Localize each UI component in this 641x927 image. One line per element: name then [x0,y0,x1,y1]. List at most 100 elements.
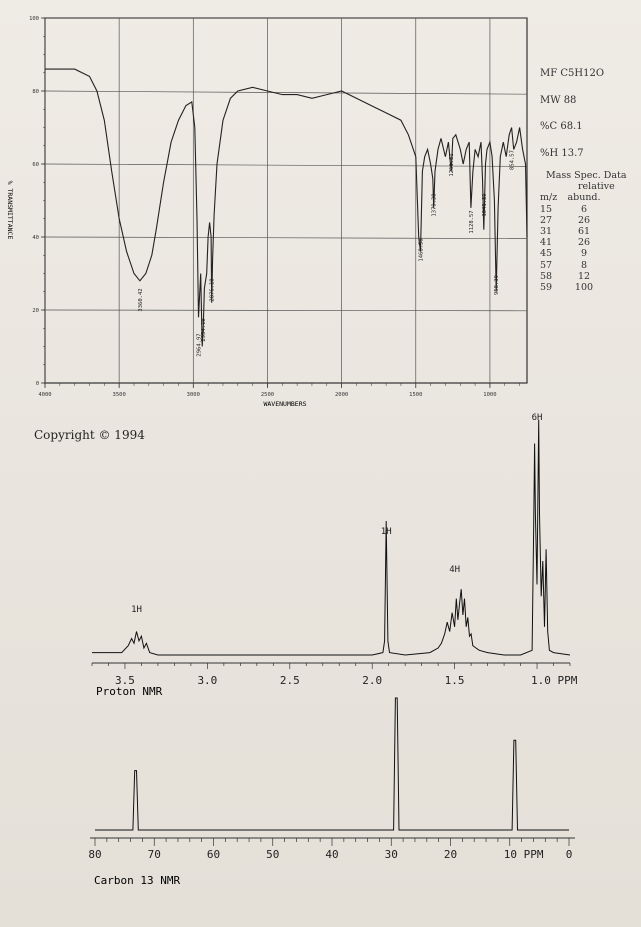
mass-spec-rows: 15 6 27 26 31 61 41 26 45 9 57 8 58 12 59 100 [540,204,627,294]
ir-y-tick-label: 60 [32,162,39,168]
ir-plot-frame [44,17,528,384]
ir-x-axis-label: WAVENUMBERS [263,400,306,408]
ir-grid-hline [44,236,528,239]
hnmr-integration-label: 1H [131,605,142,615]
hnmr-series-line [92,419,571,656]
hnmr-integrations: 1H 1H 4H 6H [131,413,542,615]
ir-x-tick-label: 2000 [335,392,348,398]
ms-abund: 12 [577,270,591,282]
mass-spec-row: 41 26 [540,237,627,248]
cnmr-tick-label: 30 [385,848,398,861]
ir-x-tick-label: 3500 [113,392,126,398]
mass-spec-table: Mass Spec. Data relative m/z abund. 15 6 … [540,170,627,293]
ir-y-tick-label: 0 [36,381,39,387]
ir-x-tick-label: 4000 [38,392,51,398]
ms-mz: 58 [540,270,553,282]
ir-peak-label: 2964.97 [197,333,203,356]
ir-peak-label: 1041.89 [482,193,488,216]
cnmr-tick-label: 60 [207,848,220,861]
cnmr-tick-label: 20 [444,848,457,861]
ms-mz: 41 [540,237,553,249]
ir-y-tick-label: 40 [32,235,39,241]
ir-grid [44,17,528,383]
hnmr-caption: Proton NMR [96,685,163,698]
ir-peak-label: 958.39 [494,275,500,295]
molecular-weight: MW 88 [540,95,577,106]
ir-x-tick-label: 3000 [187,392,200,398]
ms-abund: 61 [577,226,591,238]
hnmr-ticks: 3.5 3.0 2.5 2.0 1.5 1.0 PPM [91,663,578,687]
ir-spectrum: 100 80 60 40 20 0 4000 3500 3000 2500 2000 1500 100… [6,16,528,408]
ir-grid-hline [44,309,528,312]
ir-peak-label: 1379.38 [432,193,438,216]
ms-mz: 59 [540,282,553,294]
ir-peak-label: 1468.58 [419,238,425,261]
mass-spec-row: 45 9 [540,248,627,259]
ms-abund: 26 [577,237,591,249]
ir-y-tick-label: 100 [29,16,39,22]
cnmr-tick-label: 70 [148,848,161,861]
ms-mz: 15 [540,203,553,215]
cnmr-tick-label: 50 [266,848,279,861]
proton-nmr-spectrum: 3.5 3.0 2.5 2.0 1.5 1.0 PPM 1H 1H 4H 6H Proton N… [91,413,578,698]
ms-abund: 6 [580,203,588,215]
hnmr-integration-label: 4H [449,565,460,575]
ir-y-axis-label: % TRANSMITTANCE [6,181,14,240]
mass-spec-row: 27 26 [540,215,627,226]
ir-x-tick-label: 1500 [409,392,422,398]
ir-peak-label: 854.57 [510,150,516,170]
ir-peak-label: 1261.61 [449,153,455,176]
hnmr-tick-label: 1.0 PPM [531,674,578,687]
mass-spec-row: 57 8 [540,260,627,271]
cnmr-ticks: 80 70 60 50 40 30 20 10 PPM 0 [88,838,572,861]
ms-mz: 57 [540,259,553,271]
ir-x-tick-label: 1000 [483,392,496,398]
hnmr-tick-label: 3.0 [197,674,217,687]
mass-spec-row: 15 6 [540,204,627,215]
hnmr-tick-label: 1.5 [445,674,465,687]
mass-spec-row: 59 100 [540,282,627,293]
ir-x-tick-label: 2500 [261,392,274,398]
ir-grid-hline [44,90,528,95]
ir-peak-label: 2876.18 [210,278,216,301]
ir-peak-label: 1128.57 [469,210,475,233]
cnmr-tick-label: 10 PPM [504,848,544,861]
ms-mz: 27 [540,214,553,226]
percent-hydrogen: %H 13.7 [540,148,584,159]
mass-spec-row: 58 12 [540,271,627,282]
ms-abund: 100 [574,282,594,294]
carbon-nmr-spectrum: 80 70 60 50 40 30 20 10 PPM 0 Carbon 13 NMR [88,697,575,887]
mass-spec-header: m/z abund. [540,192,627,203]
ir-y-ticks: 100 80 60 40 20 0 [29,16,45,387]
ir-y-tick-label: 80 [32,89,39,95]
hnmr-tick-label: 2.0 [362,674,382,687]
mass-spec-row: 31 61 [540,226,627,237]
ms-abund: 8 [580,259,588,271]
mass-spec-header-mz: m/z [540,192,558,204]
mass-spec-header-abund: abund. [567,192,601,204]
percent-carbon: %C 68.1 [540,121,583,132]
cnmr-tick-label: 80 [88,848,101,861]
cnmr-series-line [95,697,569,831]
ir-peak-label: 3360.42 [138,288,144,311]
mass-spec-title: Mass Spec. Data [546,170,627,181]
ms-mz: 45 [540,248,553,260]
ir-y-tick-label: 20 [32,308,39,314]
ir-grid-hline [44,163,528,167]
ir-x-ticks: 4000 3500 3000 2500 2000 1500 1000 [38,383,520,398]
ms-abund: 9 [580,248,588,260]
mass-spec-header-relative: relative [578,181,615,193]
hnmr-tick-label: 2.5 [280,674,300,687]
cnmr-caption: Carbon 13 NMR [94,874,180,887]
molecular-formula: MF C5H12O [540,68,605,79]
ms-mz: 31 [540,226,553,238]
hnmr-tick-label: 3.5 [115,674,135,687]
cnmr-tick-label: 40 [325,848,338,861]
ir-peak-label: 2934.10 [201,318,207,341]
hnmr-integration-label: 1H [381,527,392,537]
hnmr-integration-label: 6H [532,413,543,423]
ir-series-line [45,68,528,347]
